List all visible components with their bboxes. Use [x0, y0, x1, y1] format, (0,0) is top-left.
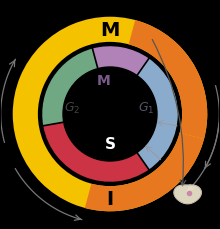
Text: M: M: [100, 21, 120, 40]
Wedge shape: [85, 133, 204, 211]
Wedge shape: [137, 114, 178, 170]
Wedge shape: [43, 123, 149, 182]
Wedge shape: [129, 21, 207, 139]
Text: S: S: [104, 136, 116, 151]
Wedge shape: [42, 49, 98, 126]
Text: $G_1$: $G_1$: [138, 101, 154, 115]
Polygon shape: [174, 185, 201, 204]
Wedge shape: [13, 18, 207, 211]
Text: I: I: [106, 189, 114, 208]
Wedge shape: [92, 47, 149, 76]
Text: M: M: [97, 74, 110, 88]
Circle shape: [63, 68, 157, 161]
Wedge shape: [137, 59, 178, 114]
Text: $G_2$: $G_2$: [64, 101, 80, 115]
